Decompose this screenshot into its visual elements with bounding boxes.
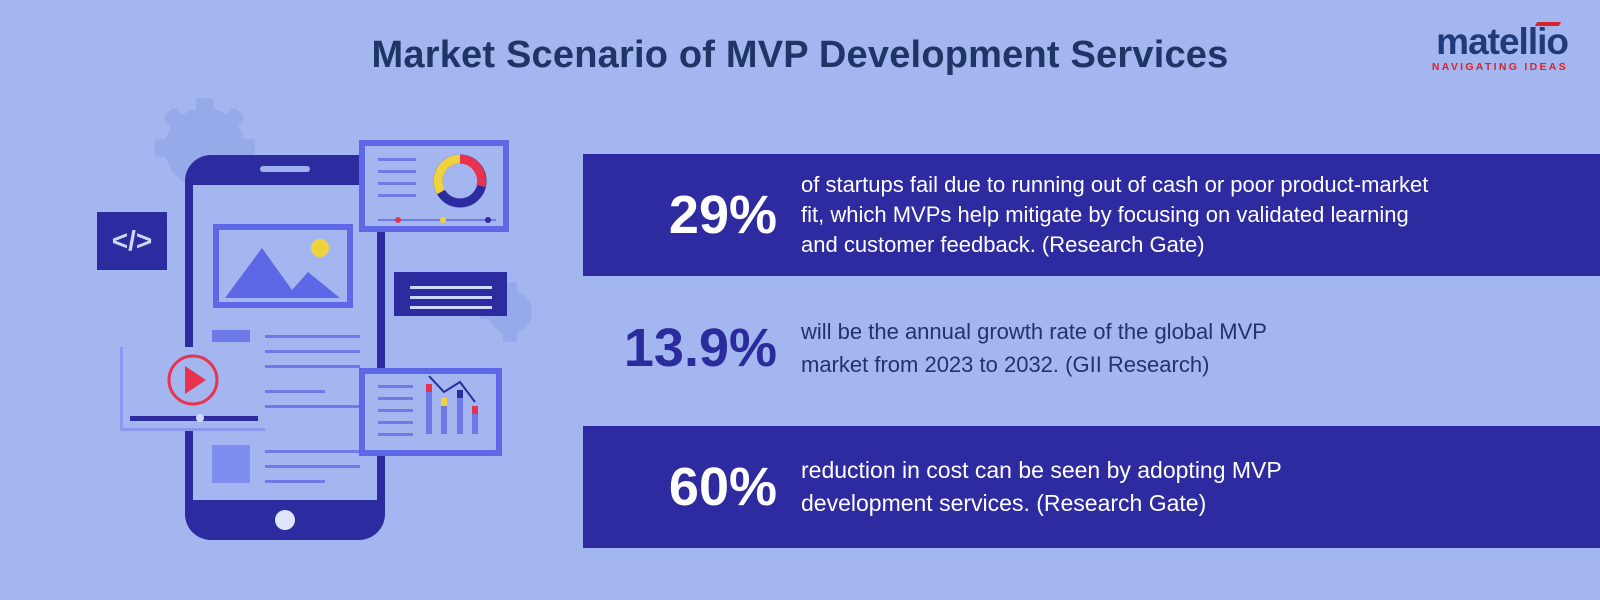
stat-banner-cost-reduction: 60% reduction in cost can be seen by ado… xyxy=(583,426,1600,548)
text-card xyxy=(394,272,507,316)
stat-value: 29% xyxy=(668,185,777,245)
stat-description: will be the annual growth rate of the gl… xyxy=(801,315,1267,381)
page-title: Market Scenario of MVP Development Servi… xyxy=(371,34,1229,76)
image-icon xyxy=(213,224,353,308)
logo-accent-mark xyxy=(1534,22,1562,26)
logo-wordmark: matellio xyxy=(1436,21,1569,62)
stat-description: of startups fail due to running out of c… xyxy=(801,170,1428,260)
stat-description-line: and customer feedback. (Research Gate) xyxy=(801,232,1205,257)
sun-icon xyxy=(311,239,329,257)
stat-description-line: will be the annual growth rate of the gl… xyxy=(801,319,1267,344)
stat-description-line: market from 2023 to 2032. (GII Research) xyxy=(801,352,1210,377)
stat-value: 13.9% xyxy=(623,318,777,378)
stat-description-line: of startups fail due to running out of c… xyxy=(801,172,1429,197)
play-icon xyxy=(167,354,219,406)
home-button-icon xyxy=(275,510,295,530)
stat-description: reduction in cost can be seen by adoptin… xyxy=(801,454,1282,520)
bar-chart-card xyxy=(359,368,502,456)
bar-chart-icon xyxy=(426,375,478,434)
stat-banner-growth-rate: 13.9% will be the annual growth rate of … xyxy=(583,287,1600,409)
brand-logo: matellio NAVIGATING IDEAS xyxy=(1431,21,1569,74)
stat-description-line: development services. (Research Gate) xyxy=(801,490,1207,516)
stat-description-line: reduction in cost can be seen by adoptin… xyxy=(801,457,1282,483)
svg-text:</>: </> xyxy=(112,225,152,256)
screen-text-lines xyxy=(212,330,360,483)
phone-illustration: </> xyxy=(97,98,532,540)
code-icon: </> xyxy=(97,212,167,270)
stat-banner-startup-failure: 29% of startups fail due to running out … xyxy=(583,154,1600,276)
stat-description-line: fit, which MVPs help mitigate by focusin… xyxy=(801,202,1409,227)
stat-value: 60% xyxy=(668,457,777,517)
logo-tagline: NAVIGATING IDEAS xyxy=(1431,61,1568,73)
video-player-card xyxy=(120,347,265,431)
donut-chart-icon xyxy=(433,154,487,208)
donut-chart-card xyxy=(359,140,509,232)
